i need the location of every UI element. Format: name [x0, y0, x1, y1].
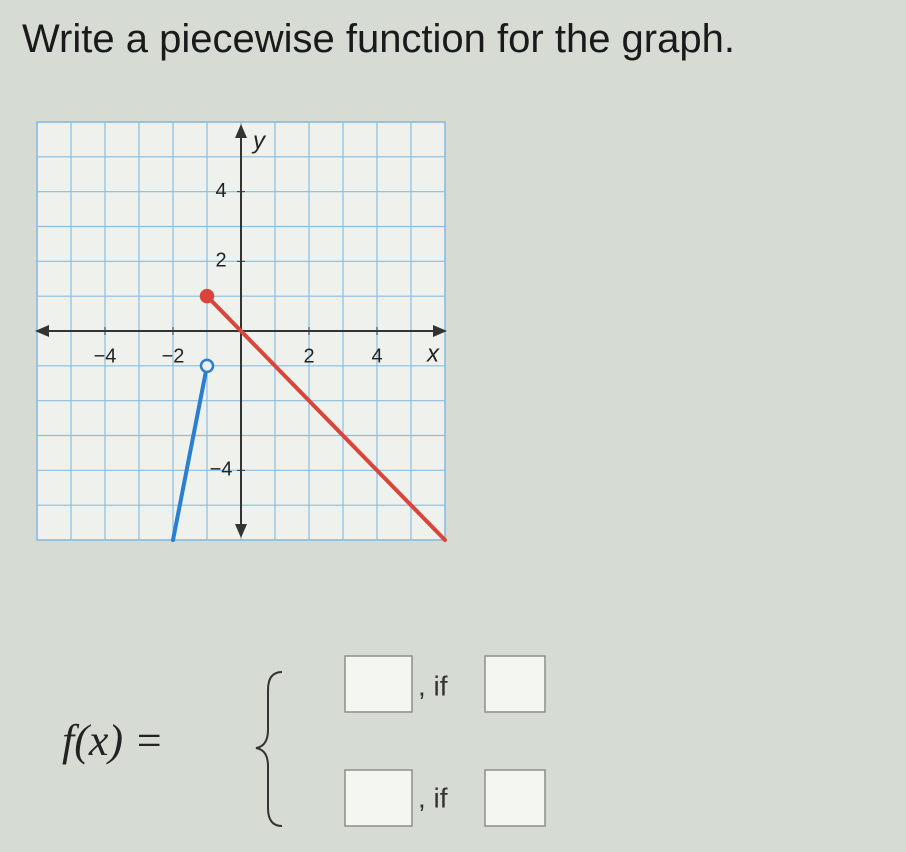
x-axis-label: x — [426, 340, 440, 367]
function-lhs: f(x) = — [62, 716, 164, 765]
condition-input[interactable] — [484, 655, 546, 713]
if-label: , if — [418, 782, 448, 813]
y-axis-label: y — [251, 127, 267, 154]
y-tick-label: 2 — [215, 250, 226, 272]
y-tick-label: 4 — [215, 180, 226, 202]
segment — [171, 363, 209, 542]
expression-input[interactable] — [344, 655, 413, 713]
x-tick-label: 2 — [303, 345, 314, 367]
brace — [255, 671, 283, 827]
x-tick-label: −2 — [162, 345, 185, 367]
endpoint — [199, 288, 215, 304]
if-label: , if — [418, 670, 448, 701]
arrowhead — [35, 325, 49, 337]
expression-input[interactable] — [344, 769, 413, 827]
y-tick-label: −4 — [210, 459, 233, 481]
title: Write a piecewise function for the graph… — [22, 17, 735, 61]
x-tick-label: −4 — [94, 345, 117, 367]
arrowhead — [433, 325, 447, 337]
segment — [205, 294, 447, 542]
graph: x y −4 −2 2 4 4 2 −4 — [35, 121, 447, 542]
arrowhead — [235, 124, 247, 138]
endpoint — [199, 358, 215, 374]
x-tick-label: 4 — [371, 345, 382, 367]
arrowhead — [235, 524, 247, 538]
condition-input[interactable] — [484, 769, 546, 827]
